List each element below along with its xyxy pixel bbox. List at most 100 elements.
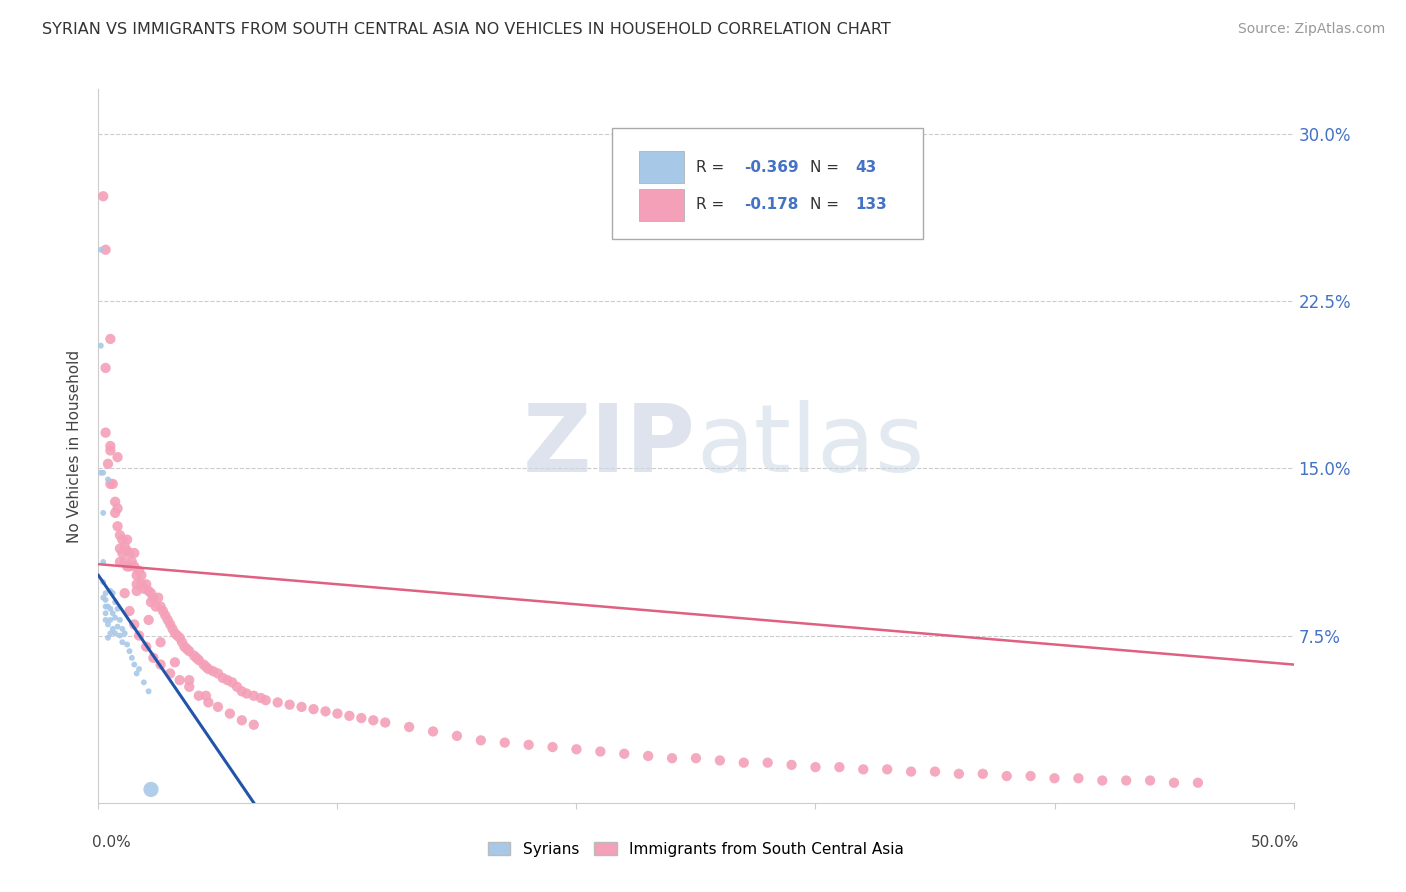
Text: 0.0%: 0.0% [93,835,131,850]
Point [219,706,242,721]
Point [398,720,420,734]
Text: N =: N = [810,161,844,175]
Point [1115,773,1137,788]
Point [1067,771,1090,786]
Point [733,756,755,770]
Point [107,519,129,533]
Point [115,543,138,558]
Point [121,555,143,569]
Point [195,660,218,674]
Point [104,626,127,640]
Point [142,591,165,605]
Point [94,243,117,257]
Point [226,680,249,694]
Point [494,735,516,749]
Point [1019,769,1042,783]
Point [169,673,191,687]
Point [108,628,131,642]
Point [565,742,588,756]
Point [176,642,198,657]
Point [111,622,134,636]
Point [90,466,112,480]
Point [132,675,155,690]
Point [115,533,138,547]
Point [231,684,253,698]
Point [179,673,201,687]
Point [118,546,141,560]
Point [91,574,114,589]
Point [107,501,129,516]
Point [104,506,127,520]
Point [114,539,136,553]
Point [446,729,468,743]
Point [138,684,160,698]
Point [97,617,120,632]
Point [145,599,167,614]
Point [186,651,208,665]
Legend: Syrians, Immigrants from South Central Asia: Syrians, Immigrants from South Central A… [481,836,911,863]
Point [91,466,114,480]
Point [104,595,127,609]
Point [211,671,233,685]
Point [149,657,172,672]
Point [125,577,148,591]
Point [193,657,215,672]
Point [139,782,162,797]
Point [107,450,129,464]
Point [179,680,201,694]
Point [173,640,195,654]
Point [124,617,146,632]
Point [350,711,373,725]
Point [94,592,117,607]
Point [115,559,138,574]
Point [828,760,851,774]
Point [197,662,219,676]
Point [91,591,114,605]
Text: Source: ZipAtlas.com: Source: ZipAtlas.com [1237,22,1385,37]
Point [221,675,243,690]
Point [138,583,160,598]
Point [924,764,946,779]
Point [852,762,875,776]
Text: 133: 133 [855,197,887,212]
Text: 50.0%: 50.0% [1251,835,1299,850]
Point [685,751,707,765]
Point [115,637,138,651]
Point [326,706,349,721]
Point [104,494,127,508]
Point [128,662,150,676]
Point [91,555,114,569]
Point [900,764,922,779]
Point [972,767,994,781]
Point [243,689,266,703]
Point [159,617,181,632]
Point [163,626,186,640]
Y-axis label: No Vehicles in Household: No Vehicles in Household [67,350,83,542]
Point [97,631,120,645]
Text: 43: 43 [855,161,876,175]
Point [124,559,146,574]
Point [948,767,970,781]
Point [637,749,659,764]
Point [111,635,134,649]
Point [108,541,131,556]
Point [104,610,127,624]
Point [517,738,540,752]
Point [98,443,122,458]
Point [108,528,131,542]
Point [107,619,129,633]
Point [101,622,124,636]
Point [94,607,117,621]
Point [363,714,385,728]
Point [132,582,155,596]
Point [91,506,114,520]
Point [139,586,162,600]
Point [91,189,114,203]
Point [197,696,219,710]
Point [709,753,731,767]
Point [125,666,148,681]
Point [118,604,141,618]
Point [135,640,157,654]
Point [195,689,218,703]
Point [98,476,122,491]
